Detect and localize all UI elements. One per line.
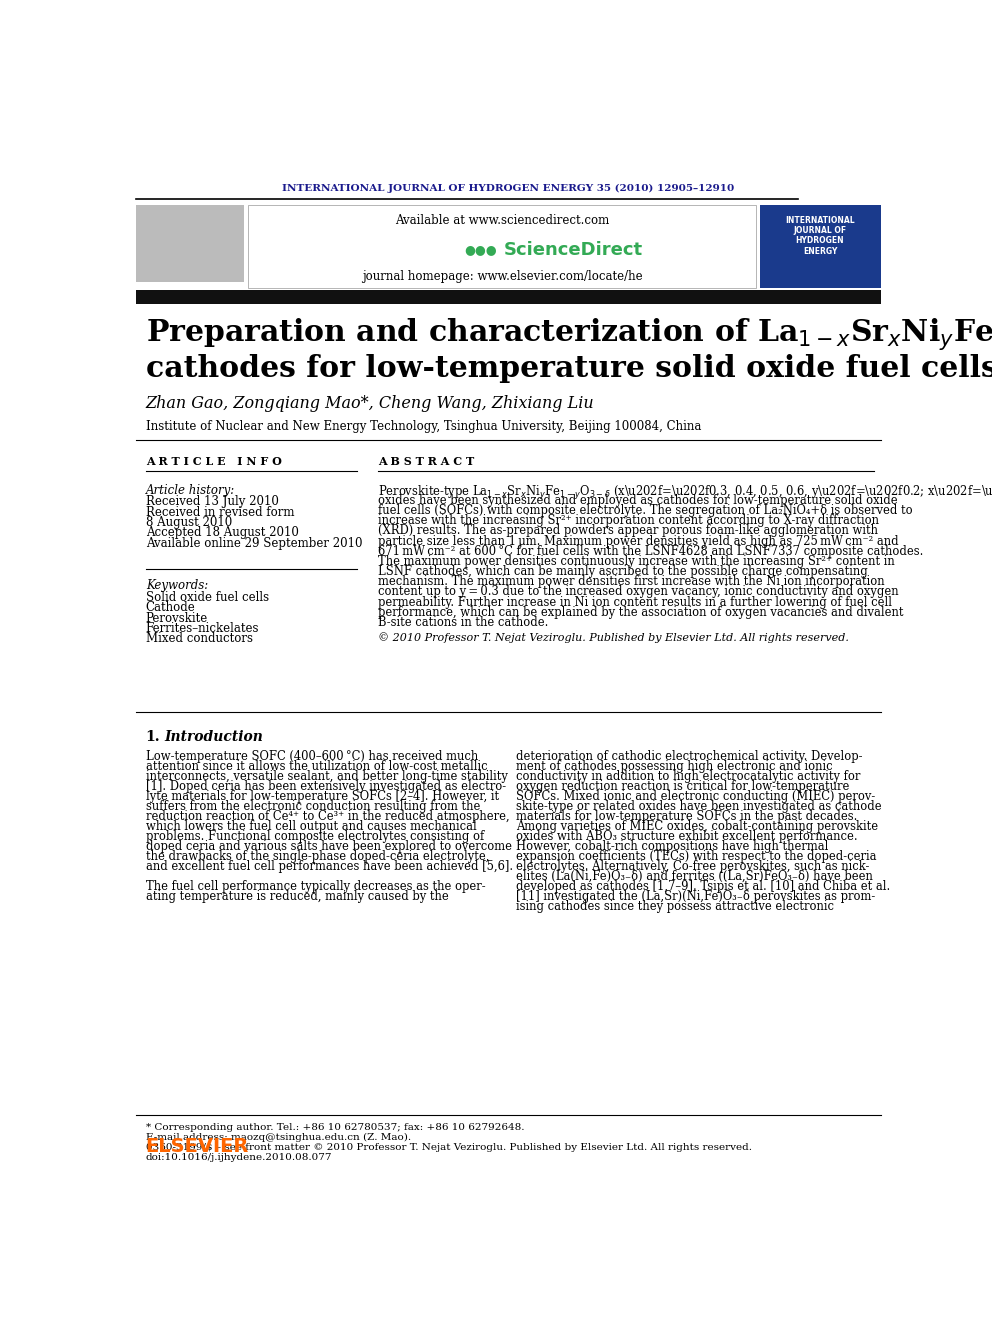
Text: Accepted 18 August 2010: Accepted 18 August 2010 <box>146 527 299 540</box>
Text: electrolytes. Alternatively, Co-free perovskites, such as nick-: electrolytes. Alternatively, Co-free per… <box>516 860 870 873</box>
Text: Received 13 July 2010: Received 13 July 2010 <box>146 495 279 508</box>
Text: problems. Functional composite electrolytes consisting of: problems. Functional composite electroly… <box>146 831 484 843</box>
Text: 8 August 2010: 8 August 2010 <box>146 516 232 529</box>
Text: journal homepage: www.elsevier.com/locate/he: journal homepage: www.elsevier.com/locat… <box>362 270 643 283</box>
Text: LSNF cathodes, which can be mainly ascribed to the possible charge compensating: LSNF cathodes, which can be mainly ascri… <box>378 565 868 578</box>
Text: Available at www.sciencedirect.com: Available at www.sciencedirect.com <box>395 214 609 226</box>
Text: cathodes for low-temperature solid oxide fuel cells: cathodes for low-temperature solid oxide… <box>146 353 992 382</box>
FancyBboxPatch shape <box>248 205 756 288</box>
Text: Zhan Gao, Zongqiang Mao*, Cheng Wang, Zhixiang Liu: Zhan Gao, Zongqiang Mao*, Cheng Wang, Zh… <box>146 396 594 413</box>
Text: © 2010 Professor T. Nejat Veziroglu. Published by Elsevier Ltd. All rights reser: © 2010 Professor T. Nejat Veziroglu. Pub… <box>378 632 849 643</box>
Text: developed as cathodes [1,7–9]. Tsipis et al. [10] and Chiba et al.: developed as cathodes [1,7–9]. Tsipis et… <box>516 880 891 893</box>
Text: particle size less than 1 μm. Maximum power densities yield as high as 725 mW cm: particle size less than 1 μm. Maximum po… <box>378 534 899 548</box>
Text: The maximum power densities continuously increase with the increasing Sr²⁺ conte: The maximum power densities continuously… <box>378 554 895 568</box>
Text: doi:10.1016/j.ijhydene.2010.08.077: doi:10.1016/j.ijhydene.2010.08.077 <box>146 1152 332 1162</box>
Text: A B S T R A C T: A B S T R A C T <box>378 456 474 467</box>
Text: SOFCs. Mixed ionic and electronic conducting (MIEC) perov-: SOFCs. Mixed ionic and electronic conduc… <box>516 790 875 803</box>
Text: However, cobalt-rich compositions have high thermal: However, cobalt-rich compositions have h… <box>516 840 828 853</box>
Text: Available online 29 September 2010: Available online 29 September 2010 <box>146 537 362 550</box>
Text: ●●●: ●●● <box>464 243 497 257</box>
Text: 1.: 1. <box>146 730 161 744</box>
Text: 671 mW cm⁻² at 600 °C for fuel cells with the LSNF4628 and LSNF7337 composite ca: 671 mW cm⁻² at 600 °C for fuel cells wit… <box>378 545 924 558</box>
Text: materials for low-temperature SOFCs in the past decades.: materials for low-temperature SOFCs in t… <box>516 810 857 823</box>
Text: ising cathodes since they possess attractive electronic: ising cathodes since they possess attrac… <box>516 900 834 913</box>
Text: suffers from the electronic conduction resulting from the: suffers from the electronic conduction r… <box>146 800 480 814</box>
Text: expansion coefficients (TECs) with respect to the doped-ceria: expansion coefficients (TECs) with respe… <box>516 851 877 863</box>
Text: ELSEVIER: ELSEVIER <box>146 1136 249 1156</box>
Text: content up to y = 0.3 due to the increased oxygen vacancy, ionic conductivity an: content up to y = 0.3 due to the increas… <box>378 585 899 598</box>
Text: oxides with ABO₃ structure exhibit excellent performance.: oxides with ABO₃ structure exhibit excel… <box>516 831 858 843</box>
Text: oxides have been synthesized and employed as cathodes for low-temperature solid : oxides have been synthesized and employe… <box>378 493 898 507</box>
Text: performance, which can be explained by the association of oxygen vacancies and d: performance, which can be explained by t… <box>378 606 904 619</box>
Text: The fuel cell performance typically decreases as the oper-: The fuel cell performance typically decr… <box>146 880 485 893</box>
Text: B-site cations in the cathode.: B-site cations in the cathode. <box>378 615 549 628</box>
Text: mechanism. The maximum power densities first increase with the Ni ion incorporat: mechanism. The maximum power densities f… <box>378 576 885 589</box>
Text: reduction reaction of Ce⁴⁺ to Ce³⁺ in the reduced atmosphere,: reduction reaction of Ce⁴⁺ to Ce³⁺ in th… <box>146 810 509 823</box>
Text: Keywords:: Keywords: <box>146 579 208 593</box>
Text: attention since it allows the utilization of low-cost metallic: attention since it allows the utilizatio… <box>146 761 487 773</box>
Text: Low-temperature SOFC (400–600 °C) has received much: Low-temperature SOFC (400–600 °C) has re… <box>146 750 478 763</box>
Text: fuel cells (SOFCs) with composite electrolyte. The segregation of La₂NiO₄+δ is o: fuel cells (SOFCs) with composite electr… <box>378 504 913 517</box>
Text: the drawbacks of the single-phase doped-ceria electrolyte,: the drawbacks of the single-phase doped-… <box>146 851 489 863</box>
FancyBboxPatch shape <box>760 205 881 288</box>
Text: * Corresponding author. Tel.: +86 10 62780537; fax: +86 10 62792648.: * Corresponding author. Tel.: +86 10 627… <box>146 1123 524 1131</box>
Text: (XRD) results. The as-prepared powders appear porous foam-like agglomeration wit: (XRD) results. The as-prepared powders a… <box>378 524 878 537</box>
Text: lyte materials for low-temperature SOFCs [2–4]. However, it: lyte materials for low-temperature SOFCs… <box>146 790 499 803</box>
Text: Cathode: Cathode <box>146 601 195 614</box>
Text: interconnects, versatile sealant, and better long-time stability: interconnects, versatile sealant, and be… <box>146 770 508 783</box>
Text: [11] investigated the (La,Sr)(Ni,Fe)O₃₋δ perovskites as prom-: [11] investigated the (La,Sr)(Ni,Fe)O₃₋δ… <box>516 890 875 904</box>
Text: Introduction: Introduction <box>165 730 263 744</box>
Text: oxygen reduction reaction is critical for low-temperature: oxygen reduction reaction is critical fo… <box>516 781 849 794</box>
Text: deterioration of cathodic electrochemical activity. Develop-: deterioration of cathodic electrochemica… <box>516 750 863 763</box>
Text: Received in revised form: Received in revised form <box>146 505 295 519</box>
Text: permeability. Further increase in Ni ion content results in a further lowering o: permeability. Further increase in Ni ion… <box>378 595 892 609</box>
Text: Among varieties of MIEC oxides, cobalt-containing perovskite: Among varieties of MIEC oxides, cobalt-c… <box>516 820 878 833</box>
Text: Preparation and characterization of La$_{1-x}$Sr$_x$Ni$_y$Fe$_{1-y}$O$_{3-\delta: Preparation and characterization of La$_… <box>146 316 992 352</box>
Text: Ferrites–nickelates: Ferrites–nickelates <box>146 622 259 635</box>
Text: INTERNATIONAL
JOURNAL OF
HYDROGEN
ENERGY: INTERNATIONAL JOURNAL OF HYDROGEN ENERGY <box>785 216 855 255</box>
Text: and excellent fuel cell performances have been achieved [5,6].: and excellent fuel cell performances hav… <box>146 860 513 873</box>
Text: doped ceria and various salts have been explored to overcome: doped ceria and various salts have been … <box>146 840 512 853</box>
Text: skite-type or related oxides have been investigated as cathode: skite-type or related oxides have been i… <box>516 800 882 814</box>
Text: Mixed conductors: Mixed conductors <box>146 632 253 646</box>
Text: A R T I C L E   I N F O: A R T I C L E I N F O <box>146 456 282 467</box>
Text: Article history:: Article history: <box>146 484 235 496</box>
Text: ment of cathodes possessing high electronic and ionic: ment of cathodes possessing high electro… <box>516 761 832 773</box>
Text: increase with the increasing Sr²⁺ incorporation content according to X-ray diffr: increase with the increasing Sr²⁺ incorp… <box>378 515 879 527</box>
Text: INTERNATIONAL JOURNAL OF HYDROGEN ENERGY 35 (2010) 12905–12910: INTERNATIONAL JOURNAL OF HYDROGEN ENERGY… <box>283 184 734 193</box>
Text: conductivity in addition to high electrocatalytic activity for: conductivity in addition to high electro… <box>516 770 860 783</box>
Text: ScienceDirect: ScienceDirect <box>504 241 643 258</box>
Text: ating temperature is reduced, mainly caused by the: ating temperature is reduced, mainly cau… <box>146 890 448 904</box>
FancyBboxPatch shape <box>136 290 881 303</box>
Text: Institute of Nuclear and New Energy Technology, Tsinghua University, Beijing 100: Institute of Nuclear and New Energy Tech… <box>146 421 701 433</box>
Text: E-mail address: maozq@tsinghua.edu.cn (Z. Mao).: E-mail address: maozq@tsinghua.edu.cn (Z… <box>146 1132 411 1142</box>
Text: Perovskite-type La$_{1-x}$Sr$_x$Ni$_y$Fe$_{1-y}$O$_{3-\delta}$ (x\u202f=\u202f0.: Perovskite-type La$_{1-x}$Sr$_x$Ni$_y$Fe… <box>378 484 992 501</box>
Text: Solid oxide fuel cells: Solid oxide fuel cells <box>146 591 269 603</box>
Text: 0360-3199/$ – see front matter © 2010 Professor T. Nejat Veziroglu. Published by: 0360-3199/$ – see front matter © 2010 Pr… <box>146 1143 752 1152</box>
Text: Perovskite: Perovskite <box>146 611 208 624</box>
FancyBboxPatch shape <box>136 205 244 282</box>
Text: elites (La(Ni,Fe)O₃₋δ) and ferrites ((La,Sr)FeO₃₋δ) have been: elites (La(Ni,Fe)O₃₋δ) and ferrites ((La… <box>516 871 873 884</box>
Text: which lowers the fuel cell output and causes mechanical: which lowers the fuel cell output and ca… <box>146 820 476 833</box>
Text: [1]. Doped ceria has been extensively investigated as electro-: [1]. Doped ceria has been extensively in… <box>146 781 506 794</box>
